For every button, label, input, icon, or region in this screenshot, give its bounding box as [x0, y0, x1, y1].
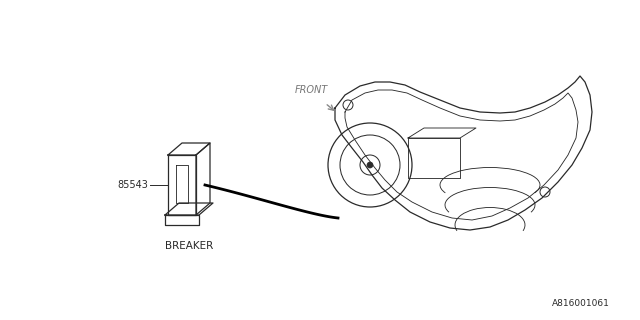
Text: A816001061: A816001061 [552, 299, 610, 308]
Text: BREAKER: BREAKER [165, 241, 213, 251]
Text: FRONT: FRONT [295, 85, 328, 95]
Text: 85543: 85543 [117, 180, 148, 190]
Circle shape [367, 162, 373, 168]
